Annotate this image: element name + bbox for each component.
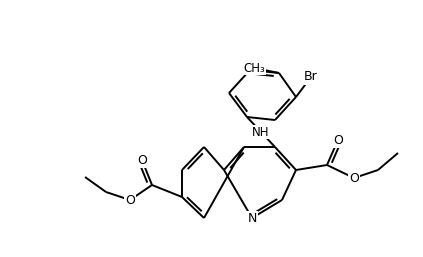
Text: N: N [247, 212, 257, 225]
Text: O: O [125, 194, 135, 207]
Text: Br: Br [304, 70, 318, 84]
Text: O: O [137, 153, 147, 167]
Text: CH₃: CH₃ [243, 61, 265, 75]
Text: O: O [333, 133, 343, 146]
Text: NH: NH [252, 125, 270, 139]
Text: O: O [349, 171, 359, 185]
